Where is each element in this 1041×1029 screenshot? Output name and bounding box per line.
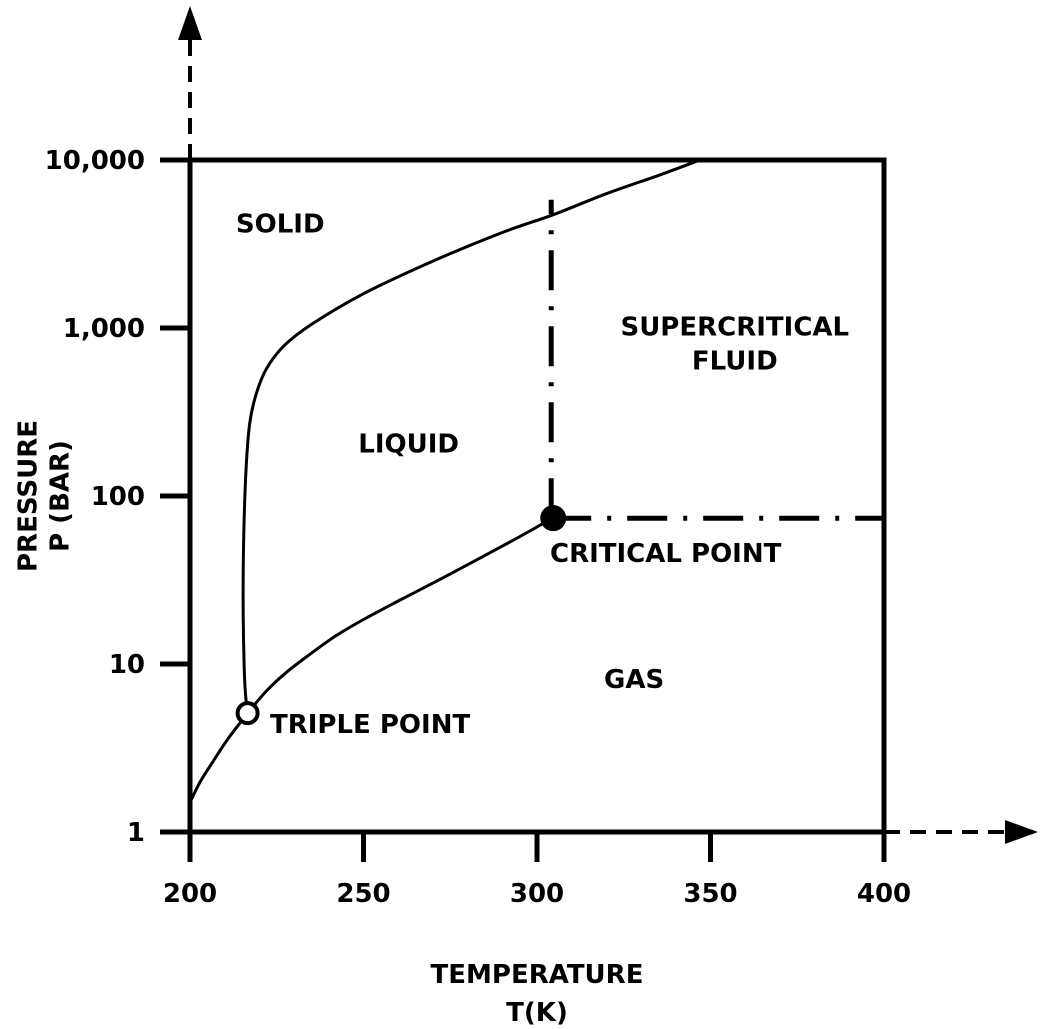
y-axis-arrowhead: [178, 6, 202, 40]
y-axis-title: PRESSURE: [14, 420, 44, 572]
sublimation-curve: [188, 712, 249, 804]
x-tick-label: 200: [163, 879, 217, 909]
y-tick-label: 1: [127, 818, 145, 848]
critical-point-label: CRITICAL POINT: [550, 539, 782, 569]
y-axis-unit: P (BAR): [46, 440, 76, 552]
phase-curve-layer: [188, 158, 701, 804]
triple-point-marker: [235, 701, 260, 726]
region-label-solid: SOLID: [236, 210, 325, 240]
y-tick-label: 1,000: [63, 314, 145, 344]
x-tick-layer: 200 250 300 350 400: [163, 832, 911, 909]
y-tick-label: 100: [91, 482, 145, 512]
boundary-layer: [548, 199, 884, 521]
region-label-liquid: LIQUID: [358, 429, 459, 459]
point-layer: TRIPLE POINT CRITICAL POINT: [235, 505, 782, 740]
x-axis-title: TEMPERATURE: [431, 960, 644, 990]
critical-point-marker: [540, 505, 567, 532]
region-label-gas: GAS: [604, 665, 664, 695]
region-label-supercritical-fluid: FLUID: [692, 347, 778, 377]
y-tick-layer: 1 10 100 1,000 10,000: [45, 146, 190, 848]
melting-curve: [241, 158, 701, 714]
y-tick-label: 10,000: [45, 146, 145, 176]
x-tick-label: 400: [857, 879, 911, 909]
region-label-supercritical-fluid: SUPERCRITICAL: [620, 313, 849, 343]
x-axis-arrowhead: [1005, 820, 1038, 844]
x-axis-unit: T(K): [506, 998, 568, 1028]
x-tick-label: 300: [510, 879, 564, 909]
x-tick-label: 350: [683, 879, 737, 909]
region-label-layer: SOLID LIQUID SUPERCRITICAL FLUID GAS: [236, 210, 849, 695]
vaporization-curve: [246, 516, 552, 715]
y-tick-label: 10: [109, 650, 145, 680]
x-tick-label: 250: [336, 879, 390, 909]
triple-point-label: TRIPLE POINT: [270, 710, 470, 740]
